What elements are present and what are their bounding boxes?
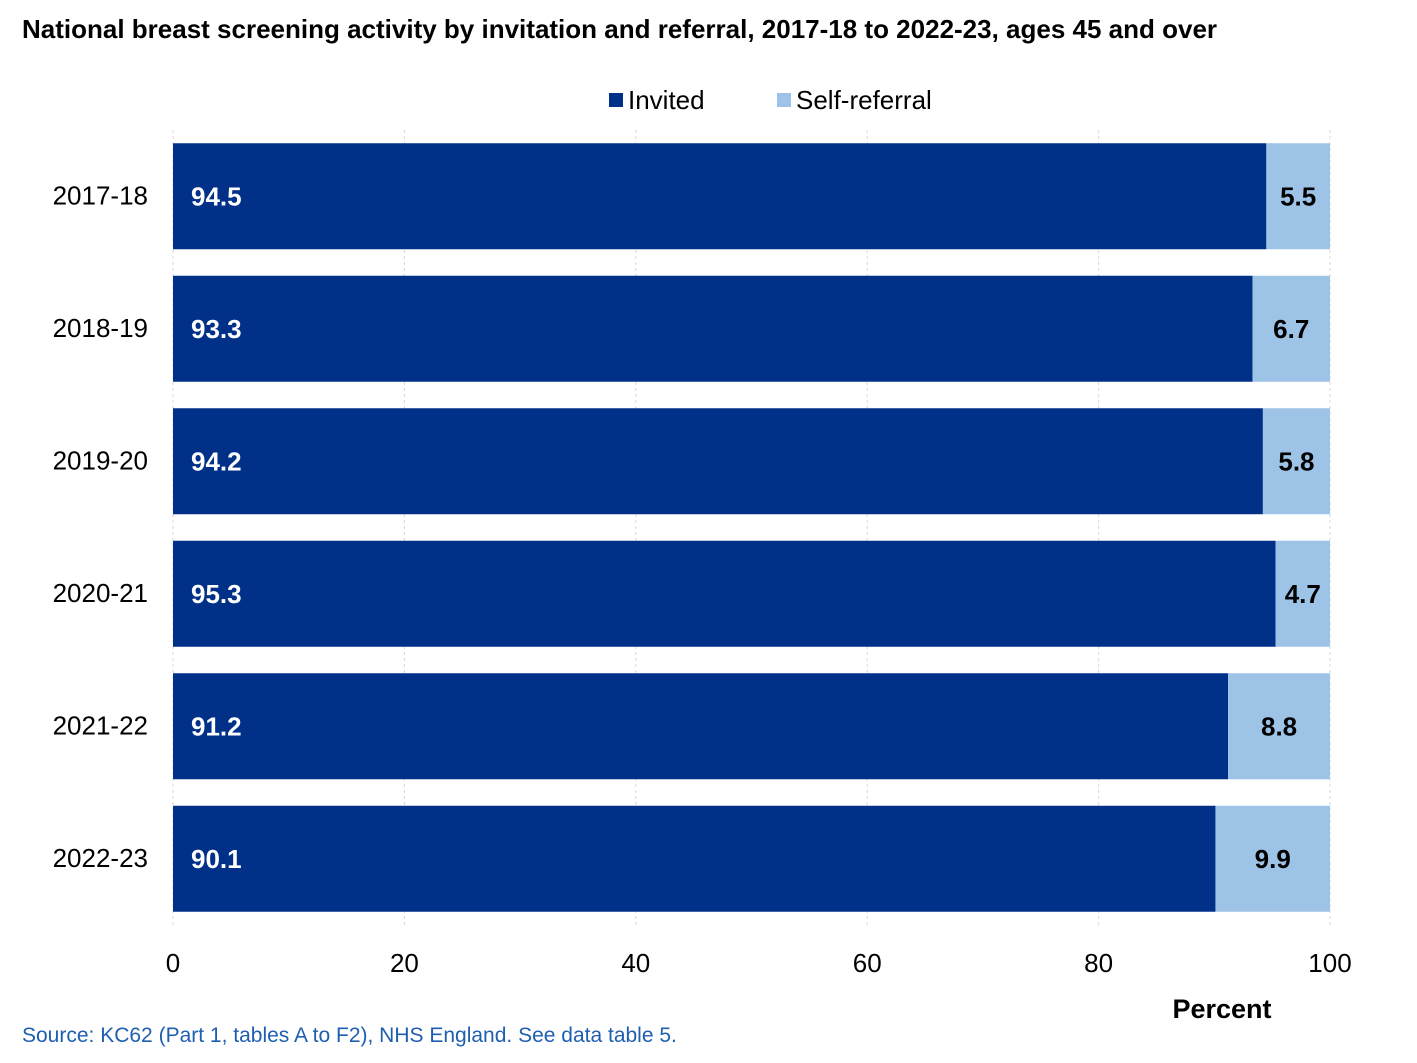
data-label: 94.2 bbox=[191, 446, 242, 476]
data-label: 5.5 bbox=[1280, 181, 1316, 211]
x-axis-label: Percent bbox=[1172, 994, 1271, 1024]
legend-swatch bbox=[609, 93, 623, 107]
bar-invited bbox=[173, 673, 1229, 780]
chart-title: National breast screening activity by in… bbox=[22, 14, 1217, 44]
gridlines bbox=[172, 130, 1331, 925]
x-tick-label: 80 bbox=[1084, 948, 1113, 978]
legend-swatch bbox=[777, 93, 791, 107]
bar-invited bbox=[173, 408, 1263, 515]
data-label: 91.2 bbox=[191, 711, 242, 741]
bar-invited bbox=[173, 540, 1276, 647]
data-label: 95.3 bbox=[191, 579, 242, 609]
data-label: 8.8 bbox=[1261, 711, 1297, 741]
data-label: 93.3 bbox=[191, 314, 242, 344]
x-tick-label: 20 bbox=[390, 948, 419, 978]
data-label: 6.7 bbox=[1273, 314, 1309, 344]
data-label: 9.9 bbox=[1255, 844, 1291, 874]
x-tick-label: 0 bbox=[166, 948, 180, 978]
category-label: 2018-19 bbox=[53, 313, 148, 343]
x-tick-label: 40 bbox=[621, 948, 650, 978]
x-tick-label: 60 bbox=[853, 948, 882, 978]
bar-self-referral bbox=[1228, 673, 1330, 780]
data-label: 90.1 bbox=[191, 844, 242, 874]
category-label: 2017-18 bbox=[53, 180, 148, 210]
bar-invited bbox=[173, 275, 1253, 382]
x-tick-label: 100 bbox=[1308, 948, 1351, 978]
category-label: 2020-21 bbox=[53, 578, 148, 608]
data-label: 94.5 bbox=[191, 181, 242, 211]
data-label: 5.8 bbox=[1278, 446, 1314, 476]
category-labels: 2017-18 2018-19 2019-20 2020-21 2021-22 2022-… bbox=[53, 180, 148, 873]
bar-invited bbox=[173, 143, 1267, 250]
legend-label: Invited bbox=[628, 85, 705, 115]
source-note: Source: KC62 (Part 1, tables A to F2), N… bbox=[22, 1024, 677, 1047]
bar-self-referral bbox=[1275, 540, 1330, 647]
legend: Invited Self-referral bbox=[609, 85, 932, 115]
bar-self-referral bbox=[1266, 143, 1330, 250]
category-label: 2019-20 bbox=[53, 445, 148, 475]
bars: 94.5 5.5 93.3 6.7 94.2 5.8 95.3 4.7 91.2 8.8 90.1 9… bbox=[173, 143, 1330, 912]
legend-label: Self-referral bbox=[796, 85, 932, 115]
data-label: 4.7 bbox=[1285, 579, 1321, 609]
bar-invited bbox=[173, 805, 1216, 912]
category-label: 2021-22 bbox=[53, 710, 148, 740]
category-label: 2022-23 bbox=[53, 843, 148, 873]
bar-self-referral bbox=[1215, 805, 1330, 912]
x-axis-ticks: 0 20 40 60 80 100 bbox=[166, 948, 1352, 978]
bar-self-referral bbox=[1252, 275, 1330, 382]
bar-self-referral bbox=[1262, 408, 1330, 515]
